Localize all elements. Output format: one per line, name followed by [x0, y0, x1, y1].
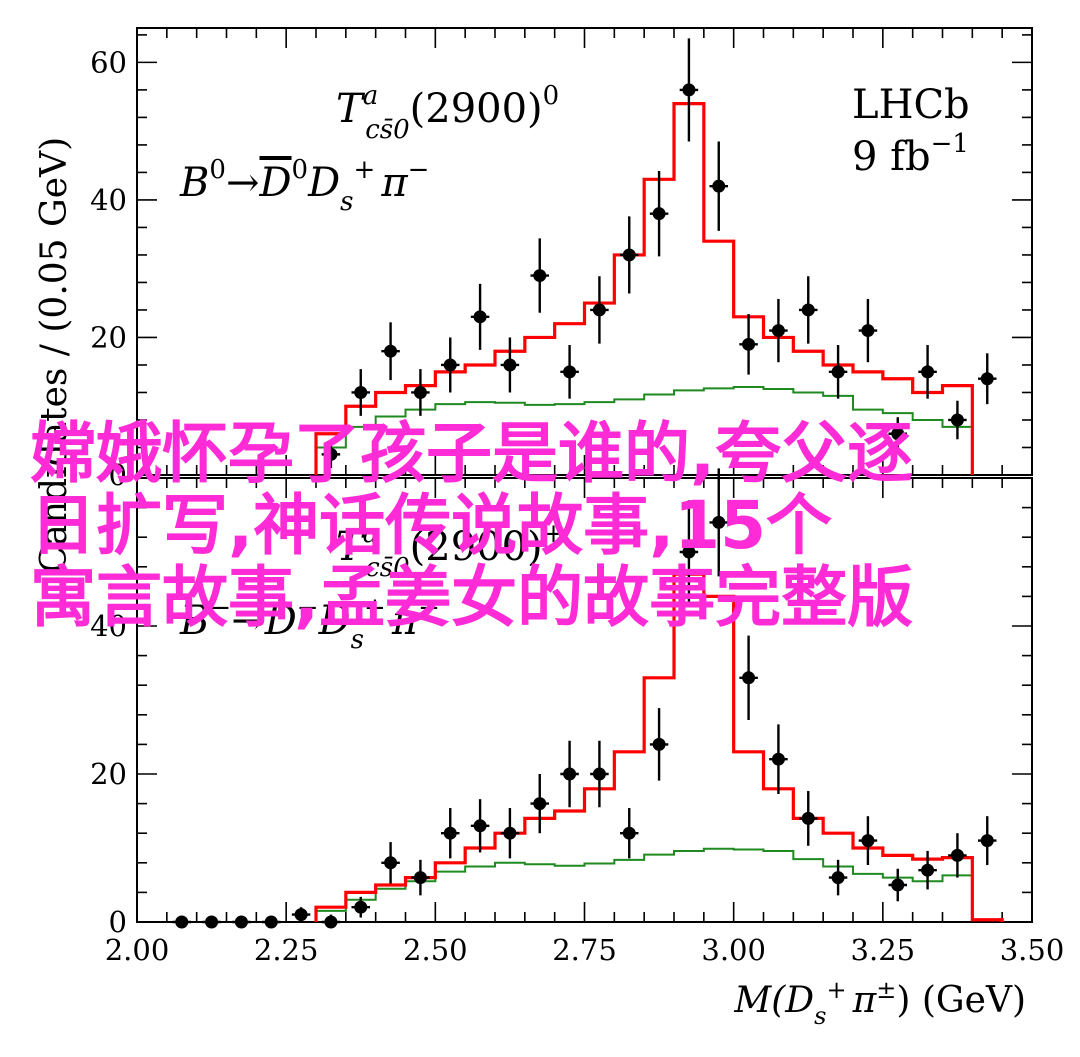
bottom-data-point	[888, 868, 907, 902]
top-data-point	[679, 38, 699, 142]
bottom-data-point	[769, 724, 788, 794]
x-tick-label: 2.75	[552, 933, 617, 967]
bottom-resonance-label: Ta cs̄0(2900)+	[336, 519, 564, 583]
bottom-data-point	[232, 915, 251, 929]
top-data-point	[739, 314, 758, 375]
top-data-point	[620, 216, 639, 294]
top-y-tick-label: 0	[109, 458, 127, 492]
bottom-data-point	[321, 914, 341, 929]
bottom-data-point	[739, 635, 758, 720]
bottom-data-point	[918, 850, 937, 890]
top-data-point	[978, 353, 997, 405]
bottom-data-point	[500, 808, 520, 859]
top-y-tick-label: 60	[90, 45, 127, 79]
bottom-data-point	[858, 816, 878, 866]
top-data-point	[888, 417, 907, 451]
top-data-point	[470, 283, 490, 350]
top-data-point	[530, 238, 549, 313]
x-tick-label: 2.50	[403, 933, 468, 967]
top-data-point	[918, 345, 937, 399]
top-data-point	[948, 400, 967, 440]
x-tick-label: 2.00	[105, 933, 170, 967]
bottom-y-tick-label: 40	[90, 609, 127, 643]
x-tick-label: 3.25	[851, 933, 916, 967]
bottom-data-point	[172, 915, 191, 929]
top-data-point	[769, 298, 788, 363]
bottom-data-point	[470, 799, 490, 853]
top-y-tick-label: 20	[90, 320, 127, 354]
x-tick-label: 3.00	[701, 933, 766, 967]
bottom-data-point	[828, 859, 848, 896]
bottom-data-point	[620, 808, 639, 859]
experiment-label: LHCb	[852, 82, 970, 128]
y-axis-title: Candidates / (0.05 GeV)	[34, 137, 75, 573]
top-resonance-label: Ta cs̄0(2900)0	[336, 81, 559, 145]
top-data-point	[799, 276, 818, 344]
top-decay-label: B0→D0Ds+ π−	[179, 155, 429, 217]
top-data-point	[649, 171, 669, 257]
x-tick-label: 2.25	[254, 933, 319, 967]
x-axis-title: M(Ds+ π±) (GeV)	[733, 976, 1026, 1030]
bottom-data-point	[202, 915, 221, 929]
top-data-point	[500, 337, 520, 393]
bottom-y-tick-label: 0	[109, 905, 127, 939]
top-y-tick-label: 40	[90, 183, 127, 217]
bottom-data-point	[590, 740, 609, 808]
top-data-point	[560, 345, 579, 399]
bottom-data-point	[709, 468, 728, 577]
bottom-data-point	[262, 915, 281, 929]
bottom-data-point	[381, 842, 400, 884]
bottom-panel: 0 20 40 2.00 2.25 2.50 2.75 3.00 3.25 3.50	[90, 468, 1064, 967]
top-data-point	[351, 369, 370, 416]
bottom-total-fit-line	[314, 572, 1004, 922]
bottom-data-point	[441, 808, 460, 859]
bottom-data-point	[530, 774, 549, 834]
bottom-y-tick-label: 20	[90, 757, 127, 791]
bottom-data-point	[351, 896, 370, 918]
top-data-point	[321, 440, 341, 469]
luminosity-value: 9 fb	[852, 134, 931, 180]
bottom-data-point	[291, 907, 311, 922]
top-data-point	[858, 298, 878, 363]
bottom-data-point	[411, 859, 430, 896]
top-data-point	[828, 345, 848, 399]
top-data-point	[590, 276, 609, 344]
bottom-data-point	[978, 816, 997, 866]
top-data-point	[441, 337, 460, 393]
luminosity-label: 9 fb−1	[852, 129, 969, 180]
top-data-point	[709, 141, 728, 231]
bottom-data-point	[948, 833, 967, 878]
bottom-data-point	[799, 791, 818, 846]
top-data-point	[381, 322, 400, 381]
x-tick-label: 3.50	[1000, 933, 1065, 967]
top-panel: 0 20 40 60	[90, 27, 1033, 492]
bottom-data-point	[679, 500, 699, 604]
bottom-data-point	[649, 708, 669, 781]
bottom-decay-label: B−→D−Ds+ π−	[179, 593, 440, 655]
bottom-background-fit-line	[315, 847, 1004, 922]
top-data-point	[411, 369, 430, 416]
bottom-data-point	[560, 740, 579, 808]
top-background-fit-line	[315, 385, 974, 475]
luminosity-exponent: −1	[931, 129, 969, 159]
